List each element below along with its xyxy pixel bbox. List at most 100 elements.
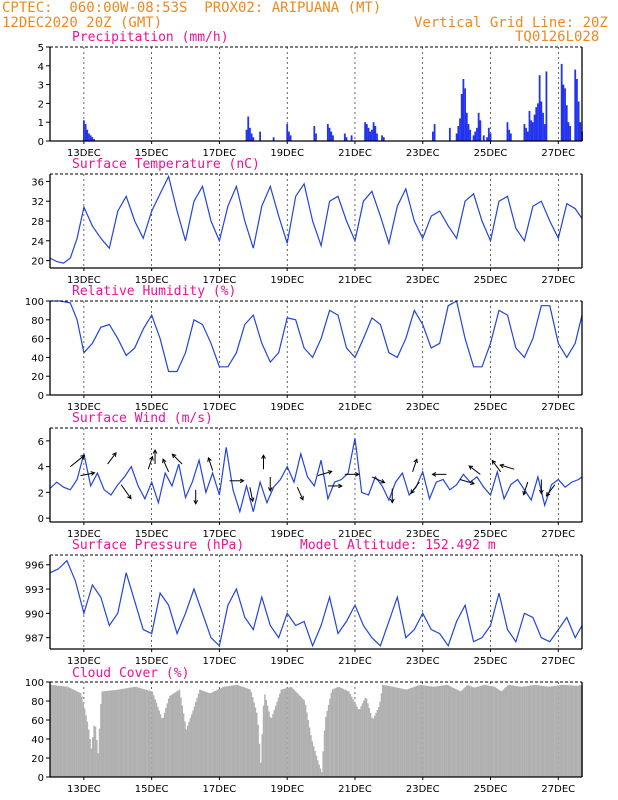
cloud-bar: [516, 686, 518, 777]
cloud-bar: [481, 685, 483, 777]
wind-arrowhead: [261, 454, 266, 459]
precip-bar: [245, 129, 248, 141]
cloud-bar: [520, 686, 522, 777]
precip-ytick-label: 0: [38, 137, 44, 148]
cloud-panel: 13DEC 15DEC 17DEC 19DEC 21DEC 23DEC 25DEC 27DEC…: [25, 666, 583, 795]
header-line2: 12DEC2020 20Z (GMT): [2, 15, 163, 31]
precip-bar: [528, 110, 531, 141]
wind-arrowhead: [327, 470, 333, 475]
cloud-bar: [157, 706, 159, 777]
precip-bar: [472, 135, 475, 141]
wind-xtick-label: 25DEC: [474, 529, 508, 540]
cloud-bar: [421, 685, 423, 777]
precip-bar: [479, 120, 482, 141]
wind-arrow: [171, 453, 183, 465]
precip-panel: 13DEC 15DEC 17DEC 19DEC 21DEC 23DEC 25DEC 27DEC…: [38, 30, 583, 159]
cloud-bar: [429, 686, 432, 777]
precip-bar: [382, 137, 385, 141]
precip-bar: [576, 78, 578, 141]
precip-bar: [289, 135, 292, 141]
cloud-bar: [318, 764, 320, 777]
cloud-bar: [547, 686, 549, 777]
cloud-bar: [445, 684, 448, 777]
cloud-bar: [470, 686, 472, 777]
cloud-ytick-label: 100: [25, 678, 44, 689]
precip-bar: [332, 135, 334, 141]
cloud-ytick-label: 0: [38, 773, 44, 784]
cloud-bar: [211, 692, 213, 777]
cloud-bar: [363, 700, 365, 777]
precip-bar: [545, 71, 548, 141]
cloud-xtick-label: 17DEC: [203, 784, 237, 795]
cloud-bar: [97, 753, 99, 777]
temp-ytick-label: 32: [31, 197, 44, 208]
cloud-bar: [346, 690, 349, 777]
rh-ytick-label: 60: [31, 335, 44, 346]
wind-series-line: [49, 438, 583, 514]
precip-bar: [535, 107, 538, 141]
cloud-bar: [341, 688, 343, 777]
cloud-bar: [258, 743, 261, 777]
cloud-bar: [184, 721, 186, 777]
cloud-bar: [460, 690, 463, 777]
precip-bar: [252, 137, 255, 141]
wind-ytick-label: 6: [38, 437, 44, 448]
cloud-bar: [85, 715, 87, 777]
wind-arrow: [459, 479, 475, 485]
cloud-bar: [50, 684, 52, 777]
wind-arrowhead: [171, 453, 177, 459]
temp-xtick-label: 15DEC: [135, 275, 169, 286]
cloud-bar: [426, 685, 429, 777]
cloud-bar: [171, 694, 174, 777]
rh-ytick-label: 80: [31, 316, 44, 327]
cloud-bar: [96, 739, 98, 777]
cloud-bar: [456, 689, 459, 777]
precip-bar: [272, 137, 275, 141]
cloud-bar: [102, 691, 105, 777]
cloud-bar: [546, 686, 548, 777]
cloud-bar: [325, 716, 327, 777]
cloud-bar: [289, 686, 292, 777]
cloud-bar: [353, 701, 356, 777]
cloud-bar: [197, 693, 200, 777]
pres-xtick-label: 27DEC: [541, 656, 575, 667]
wind-arrowhead: [380, 479, 386, 484]
cloud-bar: [121, 688, 124, 777]
precip-ytick-label: 5: [38, 43, 44, 54]
cloud-bar: [93, 725, 95, 777]
cloud-bar: [73, 689, 75, 777]
cloud-bar: [66, 686, 68, 777]
wind-arrowhead: [267, 487, 273, 492]
cloud-bar: [344, 689, 346, 777]
cloud-bar: [214, 691, 216, 777]
cloud-bar: [334, 688, 337, 777]
cloud-bar: [148, 690, 151, 777]
cloud-bar: [261, 734, 263, 777]
cloud-bar: [144, 689, 147, 777]
pres-ytick-label: 990: [25, 609, 44, 620]
cloud-bar: [448, 685, 450, 777]
cloud-bar: [392, 686, 395, 777]
temp-xtick-label: 21DEC: [338, 275, 372, 286]
cloud-bar: [326, 710, 329, 777]
cloud-bar: [181, 705, 183, 777]
cloud-bar: [112, 690, 114, 777]
cloud-bar: [304, 704, 307, 777]
cloud-bar: [219, 688, 221, 777]
precip-bar: [531, 122, 534, 141]
cloud-bar: [459, 691, 461, 777]
precip-bar: [364, 122, 367, 141]
cloud-bar: [518, 686, 521, 777]
rh-panel: 13DEC 15DEC 17DEC 19DEC 21DEC 23DEC 25DEC 27DEC…: [25, 284, 583, 413]
cloud-bar: [151, 691, 154, 777]
wind-arrow: [80, 472, 95, 477]
precip-xtick-label: 13DEC: [67, 148, 101, 159]
precip-bar: [247, 116, 250, 141]
cloud-bar: [436, 686, 438, 777]
wind-arrowhead: [355, 471, 360, 477]
cloud-bar: [342, 688, 345, 777]
precip-ytick-label: 1: [38, 118, 44, 129]
cloud-bar: [410, 687, 413, 777]
precip-bar: [543, 124, 546, 141]
cloud-bar: [472, 687, 475, 777]
